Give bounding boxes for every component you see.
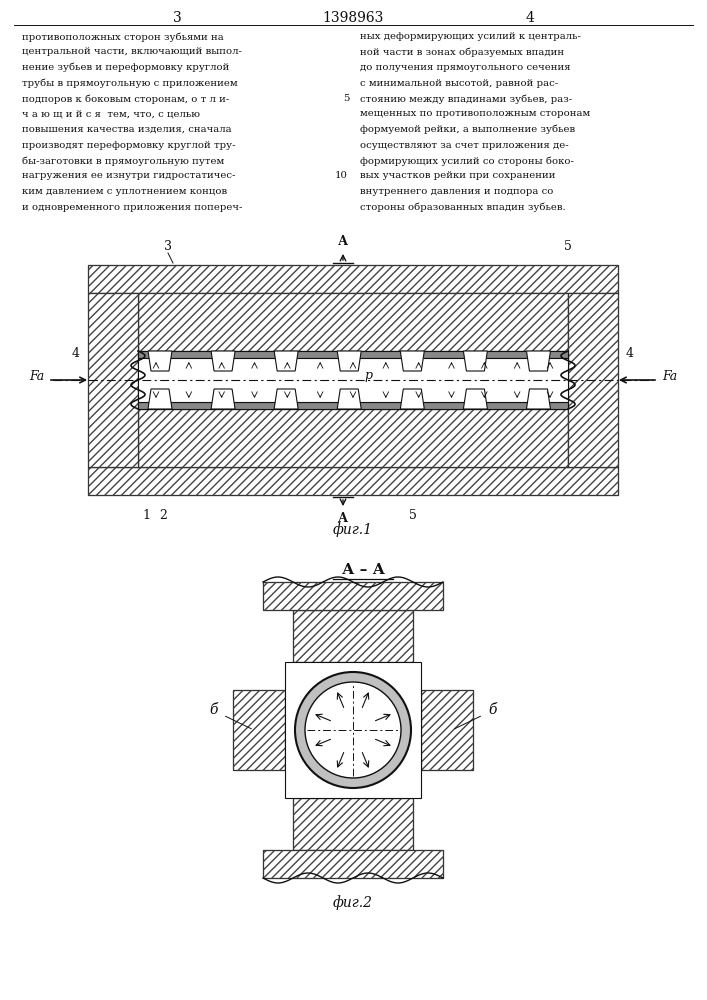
Polygon shape xyxy=(148,389,172,409)
Bar xyxy=(88,265,618,293)
Polygon shape xyxy=(400,389,424,409)
Text: 10: 10 xyxy=(335,172,348,180)
Polygon shape xyxy=(527,389,551,409)
Text: б: б xyxy=(209,703,218,717)
Bar xyxy=(233,690,285,770)
Bar xyxy=(138,402,568,409)
Text: бы-заготовки в прямоугольную путем: бы-заготовки в прямоугольную путем xyxy=(22,156,224,165)
Bar xyxy=(138,409,568,467)
Text: Fa: Fa xyxy=(662,370,677,383)
Text: трубы в прямоугольную с приложением: трубы в прямоугольную с приложением xyxy=(22,79,238,88)
Text: осуществляют за счет приложения де-: осуществляют за счет приложения де- xyxy=(360,140,568,149)
Polygon shape xyxy=(274,351,298,371)
Polygon shape xyxy=(337,389,361,409)
Text: 1: 1 xyxy=(142,509,150,522)
Text: фиг.1: фиг.1 xyxy=(333,523,373,537)
Text: 3: 3 xyxy=(173,11,182,25)
Text: ных деформирующих усилий к централь-: ных деформирующих усилий к централь- xyxy=(360,32,581,41)
Text: стоянию между впадинами зубьев, раз-: стоянию между впадинами зубьев, раз- xyxy=(360,94,572,104)
Text: центральной части, включающий выпол-: центральной части, включающий выпол- xyxy=(22,47,242,56)
Ellipse shape xyxy=(295,672,411,788)
Text: формирующих усилий со стороны боко-: формирующих усилий со стороны боко- xyxy=(360,156,574,165)
Polygon shape xyxy=(274,389,298,409)
Bar xyxy=(138,358,568,402)
Text: противоположных сторон зубьями на: противоположных сторон зубьями на xyxy=(22,32,223,41)
Text: А: А xyxy=(338,235,348,248)
Text: 4: 4 xyxy=(626,347,634,360)
Text: 4: 4 xyxy=(72,347,80,360)
Bar xyxy=(233,690,285,770)
Bar xyxy=(138,351,568,358)
Text: стороны образованных впадин зубьев.: стороны образованных впадин зубьев. xyxy=(360,202,566,212)
Polygon shape xyxy=(211,351,235,371)
Text: ким давлением с уплотнением концов: ким давлением с уплотнением концов xyxy=(22,187,227,196)
Text: 5: 5 xyxy=(344,94,350,103)
Bar xyxy=(88,293,138,467)
Bar xyxy=(88,467,618,495)
Text: вых участков рейки при сохранении: вых участков рейки при сохранении xyxy=(360,172,556,180)
Bar xyxy=(293,798,413,850)
Text: подпоров к боковым сторонам, о т л и-: подпоров к боковым сторонам, о т л и- xyxy=(22,94,229,104)
Bar xyxy=(88,293,138,467)
Bar xyxy=(285,662,421,798)
Text: 1398963: 1398963 xyxy=(322,11,384,25)
Text: ной части в зонах образуемых впадин: ной части в зонах образуемых впадин xyxy=(360,47,564,57)
Polygon shape xyxy=(400,351,424,371)
Bar xyxy=(568,293,618,467)
Text: и одновременного приложения попереч-: и одновременного приложения попереч- xyxy=(22,202,243,212)
Bar xyxy=(138,409,568,467)
Polygon shape xyxy=(463,389,487,409)
Text: 2: 2 xyxy=(159,509,167,522)
Text: формуемой рейки, а выполнение зубьев: формуемой рейки, а выполнение зубьев xyxy=(360,125,575,134)
Text: б: б xyxy=(488,703,496,717)
Text: внутреннего давления и подпора со: внутреннего давления и подпора со xyxy=(360,187,554,196)
Text: 5: 5 xyxy=(409,509,417,522)
Text: 5: 5 xyxy=(564,240,572,253)
Polygon shape xyxy=(337,351,361,371)
Text: А – А: А – А xyxy=(341,563,385,577)
Text: ч а ю щ и й с я  тем, что, с целью: ч а ю щ и й с я тем, что, с целью xyxy=(22,109,200,118)
Text: фиг.2: фиг.2 xyxy=(333,896,373,910)
Bar xyxy=(263,850,443,878)
Text: нагружения ее изнутри гидростатичес-: нагружения ее изнутри гидростатичес- xyxy=(22,172,235,180)
Text: повышения качества изделия, сначала: повышения качества изделия, сначала xyxy=(22,125,232,134)
Text: р: р xyxy=(364,368,372,381)
Text: Fa: Fa xyxy=(29,370,44,383)
Bar xyxy=(88,265,618,293)
Bar xyxy=(421,690,473,770)
Text: производят переформовку круглой тру-: производят переформовку круглой тру- xyxy=(22,140,235,149)
Bar xyxy=(263,582,443,610)
Bar xyxy=(263,850,443,878)
Text: с минимальной высотой, равной рас-: с минимальной высотой, равной рас- xyxy=(360,79,558,88)
Bar xyxy=(138,293,568,351)
Bar xyxy=(568,293,618,467)
Text: до получения прямоугольного сечения: до получения прямоугольного сечения xyxy=(360,63,571,72)
Ellipse shape xyxy=(305,682,401,778)
Text: А: А xyxy=(338,512,348,525)
Bar xyxy=(421,690,473,770)
Bar xyxy=(293,610,413,662)
Polygon shape xyxy=(527,351,551,371)
Polygon shape xyxy=(211,389,235,409)
Bar xyxy=(293,610,413,662)
Text: мещенных по противоположным сторонам: мещенных по противоположным сторонам xyxy=(360,109,590,118)
Bar xyxy=(293,798,413,850)
Text: 3: 3 xyxy=(164,240,172,253)
Text: нение зубьев и переформовку круглой: нение зубьев и переформовку круглой xyxy=(22,63,229,73)
Bar xyxy=(88,467,618,495)
Text: 4: 4 xyxy=(525,11,534,25)
Bar xyxy=(263,582,443,610)
Polygon shape xyxy=(463,351,487,371)
Bar xyxy=(138,293,568,351)
Polygon shape xyxy=(148,351,172,371)
